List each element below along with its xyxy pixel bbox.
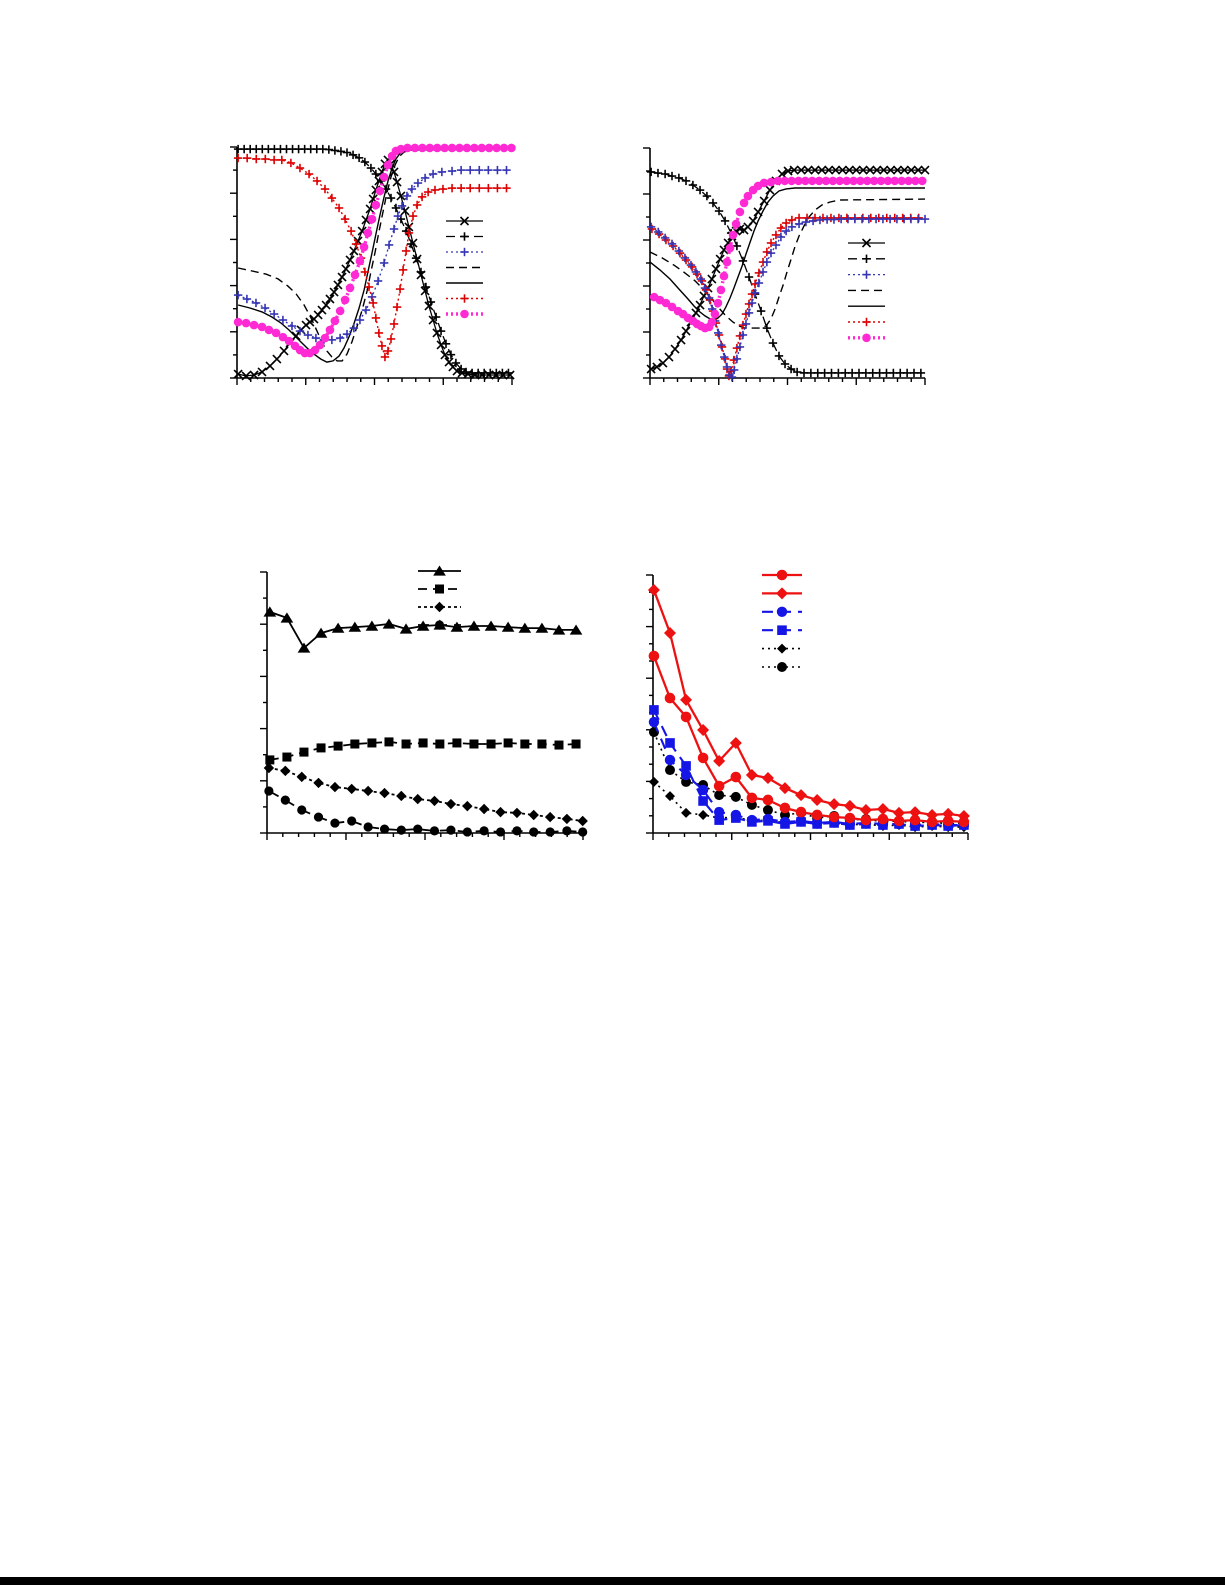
legend-top-right [848,238,885,343]
footer-rule [0,1577,1225,1585]
legend-entry-blue-circle-dashed [762,606,802,617]
legend-entry-red-plus-dotted [446,294,483,303]
series-bottom-right-red-circle-solid [648,650,970,828]
legend-entry-black-circle-dashed [418,620,461,630]
series-top-right-black-solid [649,187,925,321]
plot-bottom-right [646,569,970,840]
series-top-left-black-dashed [237,148,512,362]
legend-entry-magenta-circle-dotted [446,309,483,319]
series-top-right-blue-plus-dotted [646,214,930,382]
legend-top-left [446,216,483,319]
series-bottom-left-black-circle-dashed [264,786,588,837]
legend-bottom-left [418,565,461,630]
series-top-left-magenta-circle-dotted [233,143,516,358]
series-top-right-black-plus-dashed [646,167,926,378]
legend-entry-black-plus-dashed [848,254,885,263]
legend-entry-black-x-solid [446,216,483,226]
y-axis-ticks [643,147,650,379]
legend-entry-black-diamond-dotted [762,643,802,654]
legend-entry-blue-plus-dotted [848,270,885,279]
plot-bottom-left [260,565,588,840]
legend-entry-black-diamond-dotted [418,601,461,613]
y-axis-ticks [260,571,267,834]
legend-entry-red-plus-dotted [848,317,885,327]
legend-entry-blue-plus-dotted [446,247,483,257]
series-top-left-red-plus-dotted [233,153,511,362]
series-bottom-left-black-square-dashed [265,737,581,765]
series-bottom-left-black-diamond-dotted [263,762,588,827]
series-top-right-magenta-circle-dotted [649,176,927,333]
legend-entry-black-circle-dotted [762,662,802,672]
series-top-right-red-plus-dotted [647,213,923,381]
legend-entry-black-triangle-solid [418,565,461,576]
legend-entry-magenta-circle-dotted [848,333,885,343]
series-top-left-blue-plus-dotted [233,165,511,345]
y-axis-ticks [646,574,653,834]
series-bottom-left-black-triangle-solid [263,606,583,653]
legend-entry-black-plus-dashed [446,232,483,241]
series-top-right-black-x-solid [646,165,930,374]
axes-top-right [643,147,926,385]
legend-entry-black-square-dashed [418,584,461,594]
legend-entry-red-diamond-solid [762,587,802,600]
plot-top-left [230,143,516,385]
series-top-left-black-solid [237,148,513,363]
axes-bottom-right [646,574,969,840]
series-top-left-black-plus-dashed [233,144,513,378]
axes-top-left [230,146,513,385]
x-axis-ticks [649,378,926,385]
plot-top-right [643,147,930,385]
legend-bottom-right [762,569,802,672]
legend-entry-blue-square-dashed [762,625,802,635]
x-axis-ticks [652,833,969,840]
legend-entry-red-circle-solid [762,569,802,581]
series-bottom-right-red-diamond-solid [647,583,970,822]
y-axis-ticks [230,146,237,379]
series-top-right-black-dashed [649,198,926,329]
legend-entry-black-x-solid [848,238,885,248]
x-axis-ticks [236,378,513,385]
